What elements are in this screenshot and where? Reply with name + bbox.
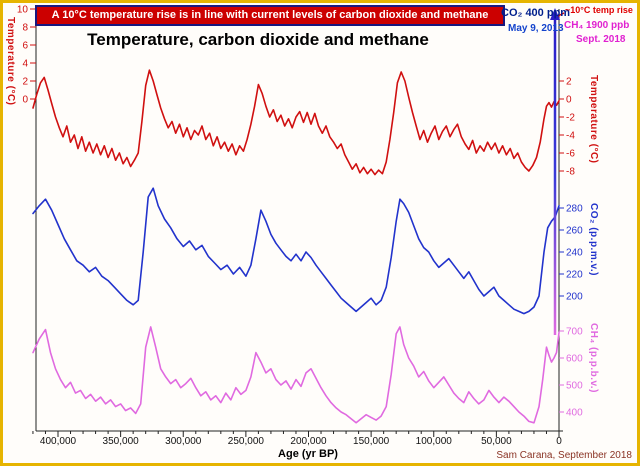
credit-text: Sam Carana, September 2018 <box>496 450 632 461</box>
x-tick-label: 50,000 <box>481 436 512 447</box>
x-tick-label: 100,000 <box>416 436 453 447</box>
temperature-series-line <box>32 69 560 176</box>
co2-series-line <box>32 187 560 315</box>
co2-tick-label: 260 <box>566 226 583 237</box>
ch4-tick-label: 700 <box>566 327 583 338</box>
x-tick-label: 300,000 <box>165 436 202 447</box>
co2-date-label: May 9, 2013 <box>508 23 564 34</box>
left-axis-title: Temperature (°C) <box>5 17 16 106</box>
ch4-series-line <box>32 326 560 424</box>
x-tick-label: 150,000 <box>353 436 390 447</box>
co2-tick-label: 240 <box>566 248 583 259</box>
temp-rise-arrowhead <box>550 8 560 20</box>
co2-tick-label: 220 <box>566 270 583 281</box>
temperature-tick-label: 2 <box>566 77 572 88</box>
temperature-tick-label: -4 <box>566 131 575 142</box>
ch4-date-label: Sept. 2018 <box>576 34 626 45</box>
left-axis-tick-label: 0 <box>22 95 28 106</box>
left-axis-tick-label: 4 <box>22 59 28 70</box>
ch4-tick-label: 400 <box>566 408 583 419</box>
temperature-tick-label: -2 <box>566 113 575 124</box>
x-tick-label: 200,000 <box>290 436 327 447</box>
ch4-tick-label: 500 <box>566 381 583 392</box>
co2-tick-label: 200 <box>566 292 583 303</box>
left-axis-tick-label: 10 <box>17 5 29 16</box>
x-tick-label: 250,000 <box>228 436 265 447</box>
temp-rise-pointer <box>557 12 565 17</box>
co2-tick-label: 280 <box>566 204 583 215</box>
left-axis-tick-label: 2 <box>22 77 28 88</box>
co2-axis-title: CO₂ (p.p.m.v.) <box>588 203 599 276</box>
temperature-tick-label: -6 <box>566 149 575 160</box>
temp-rise-label: ~10°C temp rise <box>565 5 633 15</box>
temperature-tick-label: 0 <box>566 95 572 106</box>
x-axis-title: Age (yr BP) <box>278 448 338 460</box>
x-tick-label: 400,000 <box>40 436 77 447</box>
x-tick-label: 0 <box>556 436 562 447</box>
temperature-axis-title: Temperature (°C) <box>588 75 599 164</box>
ch4-tick-label: 600 <box>566 354 583 365</box>
x-tick-label: 350,000 <box>103 436 140 447</box>
left-axis-tick-label: 6 <box>22 41 28 52</box>
chart-title: Temperature, carbon dioxide and methane <box>87 30 429 49</box>
temperature-tick-label: -8 <box>566 167 575 178</box>
left-axis-tick-label: 8 <box>22 23 28 34</box>
headline-banner: A 10°C temperature rise is in line with … <box>35 5 505 26</box>
ch4-current-label: CH₄ 1900 ppb <box>564 20 630 31</box>
ch4-axis-title: CH₄ (p.p.b.v.) <box>588 323 599 393</box>
co2-current-label: CO₂ 400 ppm <box>501 7 571 19</box>
